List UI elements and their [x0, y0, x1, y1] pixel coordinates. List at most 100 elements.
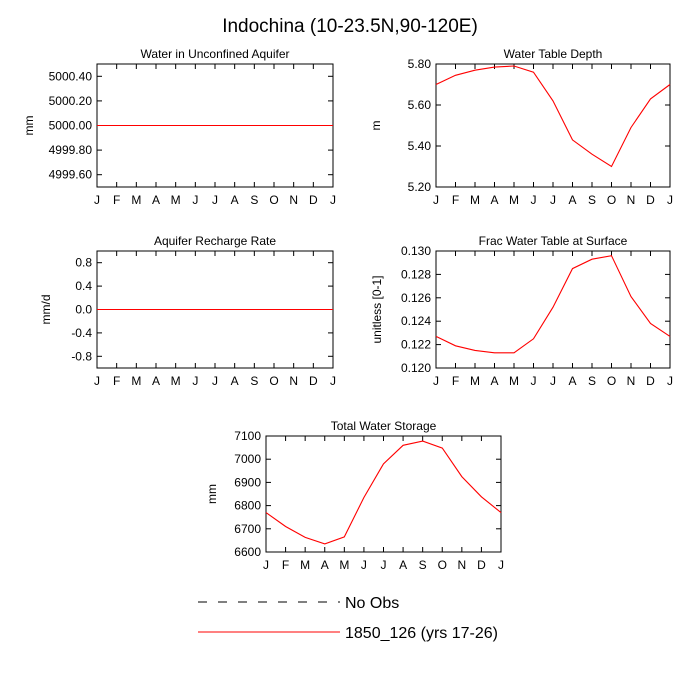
y-tick-label: 0.4 — [75, 279, 92, 293]
x-tick-label: J — [667, 193, 673, 207]
x-tick-label: A — [568, 374, 576, 388]
x-tick-label: N — [457, 558, 466, 572]
y-tick-label: 6900 — [234, 475, 261, 489]
y-tick-label: 0.120 — [401, 361, 431, 375]
x-tick-label: A — [490, 193, 498, 207]
y-tick-label: 7000 — [234, 452, 261, 466]
y-tick-label: 4999.60 — [49, 168, 93, 182]
x-tick-label: J — [94, 193, 100, 207]
panel-title: Total Water Storage — [331, 419, 437, 433]
x-tick-label: F — [113, 374, 120, 388]
x-tick-label: M — [131, 193, 141, 207]
y-tick-label: 5000.00 — [49, 119, 93, 133]
y-tick-label: 0.8 — [75, 256, 92, 270]
x-tick-label: N — [627, 193, 636, 207]
y-axis-label: mm/d — [39, 295, 53, 325]
x-tick-label: J — [212, 193, 218, 207]
x-tick-label: J — [212, 374, 218, 388]
x-tick-label: J — [263, 558, 269, 572]
y-tick-label: 6800 — [234, 499, 261, 513]
panel-title: Water Table Depth — [504, 47, 603, 61]
x-tick-label: J — [433, 193, 439, 207]
x-tick-label: M — [470, 374, 480, 388]
panel-title: Water in Unconfined Aquifer — [141, 47, 290, 61]
x-tick-label: J — [330, 374, 336, 388]
y-tick-label: 6700 — [234, 522, 261, 536]
x-tick-label: O — [438, 558, 447, 572]
x-tick-label: S — [250, 193, 258, 207]
x-tick-label: J — [550, 193, 556, 207]
x-tick-label: J — [330, 193, 336, 207]
x-tick-label: M — [509, 193, 519, 207]
x-tick-label: M — [509, 374, 519, 388]
x-tick-label: A — [231, 193, 239, 207]
x-tick-label: D — [309, 374, 318, 388]
x-tick-label: F — [282, 558, 289, 572]
x-tick-label: D — [646, 193, 655, 207]
x-tick-label: S — [250, 374, 258, 388]
y-tick-label: 5000.40 — [49, 69, 93, 83]
x-tick-label: O — [607, 193, 616, 207]
x-tick-label: M — [171, 193, 181, 207]
x-tick-label: S — [588, 193, 596, 207]
y-tick-label: 0.122 — [401, 338, 431, 352]
x-tick-label: M — [470, 193, 480, 207]
x-tick-label: A — [568, 193, 576, 207]
x-tick-label: J — [94, 374, 100, 388]
y-axis-label: mm — [22, 116, 36, 136]
x-tick-label: F — [452, 193, 459, 207]
x-tick-label: D — [477, 558, 486, 572]
y-tick-label: 5.60 — [408, 98, 432, 112]
x-tick-label: D — [646, 374, 655, 388]
y-tick-label: -0.8 — [71, 349, 92, 363]
series-line — [265, 440, 502, 545]
x-tick-label: J — [498, 558, 504, 572]
panel-title: Frac Water Table at Surface — [479, 234, 628, 248]
x-tick-label: F — [113, 193, 120, 207]
y-axis-label: m — [369, 121, 383, 131]
x-tick-label: J — [381, 558, 387, 572]
x-tick-label: A — [399, 558, 407, 572]
x-tick-label: S — [588, 374, 596, 388]
x-tick-label: A — [321, 558, 329, 572]
x-tick-label: N — [627, 374, 636, 388]
x-tick-label: J — [361, 558, 367, 572]
x-tick-label: M — [131, 374, 141, 388]
legend-obs-label: No Obs — [345, 595, 399, 612]
legend-model-label: 1850_126 (yrs 17-26) — [345, 625, 498, 642]
figure-title: Indochina (10-23.5N,90-120E) — [222, 16, 478, 37]
y-axis-label: unitless [0-1] — [370, 275, 384, 343]
x-tick-label: O — [269, 193, 278, 207]
y-tick-label: 5.80 — [408, 57, 432, 71]
x-tick-label: A — [231, 374, 239, 388]
x-tick-label: J — [192, 193, 198, 207]
panel-frac-water-table: Frac Water Table at Surface unitless [0-1… — [370, 234, 673, 388]
x-tick-label: J — [550, 374, 556, 388]
x-tick-label: M — [171, 374, 181, 388]
x-tick-label: O — [269, 374, 278, 388]
plot-frame — [435, 63, 671, 188]
y-tick-label: 5.20 — [408, 180, 432, 194]
x-tick-label: D — [309, 193, 318, 207]
series-line — [435, 65, 671, 168]
x-tick-label: M — [339, 558, 349, 572]
y-tick-label: 0.128 — [401, 267, 431, 281]
series-line — [435, 255, 671, 354]
legend: No Obs 1850_126 (yrs 17-26) — [198, 595, 498, 642]
plot-frame — [435, 250, 671, 369]
panel-title: Aquifer Recharge Rate — [154, 234, 276, 248]
y-tick-label: 7100 — [234, 429, 261, 443]
y-tick-label: 5000.20 — [49, 94, 93, 108]
x-tick-label: A — [490, 374, 498, 388]
x-tick-label: J — [667, 374, 673, 388]
x-tick-label: O — [607, 374, 616, 388]
y-tick-label: -0.4 — [71, 326, 92, 340]
x-tick-label: N — [289, 193, 298, 207]
x-tick-label: A — [152, 374, 160, 388]
y-tick-label: 0.126 — [401, 291, 431, 305]
y-tick-label: 6600 — [234, 545, 261, 559]
